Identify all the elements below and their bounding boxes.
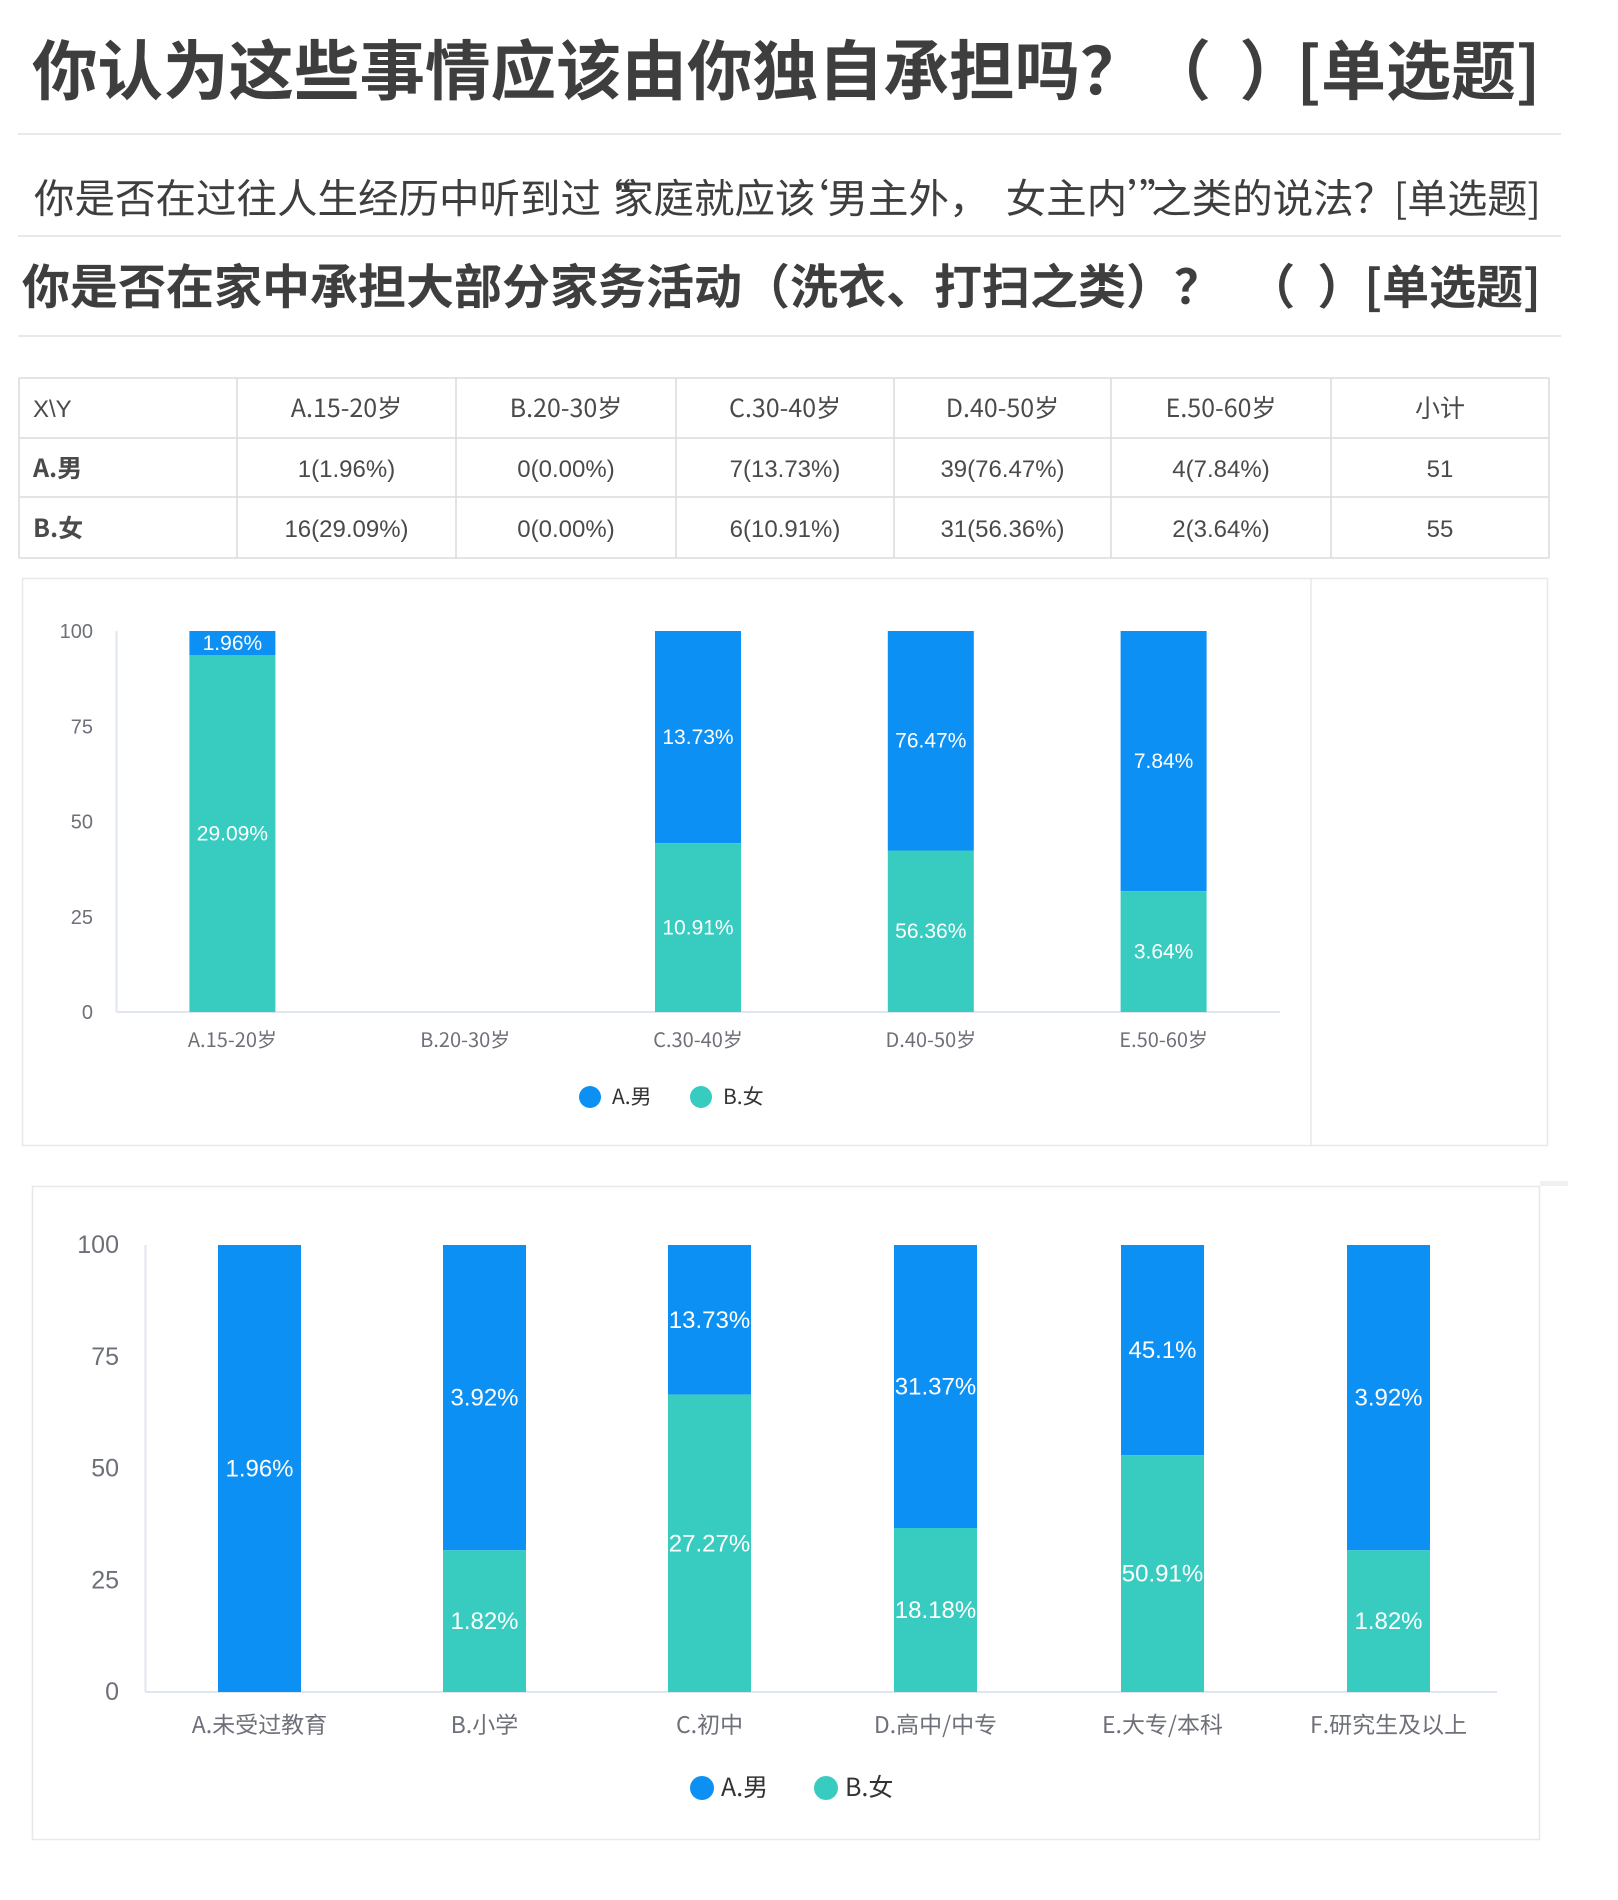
svg-text:45.1%: 45.1%	[1128, 1337, 1196, 1364]
svg-text:1(1.96%): 1(1.96%)	[298, 456, 395, 483]
svg-text:X\Y: X\Y	[33, 396, 72, 423]
svg-text:27.27%: 27.27%	[669, 1530, 750, 1557]
svg-text:18.18%: 18.18%	[895, 1597, 976, 1624]
svg-text:31.37%: 31.37%	[895, 1374, 976, 1401]
svg-text:13.73%: 13.73%	[662, 726, 733, 749]
svg-text:3.64%: 3.64%	[1134, 941, 1194, 964]
svg-text:29.09%: 29.09%	[197, 823, 268, 846]
svg-text:7.84%: 7.84%	[1134, 750, 1194, 773]
svg-text:25: 25	[71, 907, 93, 929]
svg-text:50.91%: 50.91%	[1122, 1561, 1203, 1588]
svg-text:0(0.00%): 0(0.00%)	[517, 456, 614, 483]
svg-text:51: 51	[1427, 456, 1454, 483]
svg-text:16(29.09%): 16(29.09%)	[284, 516, 408, 543]
svg-text:1.82%: 1.82%	[450, 1608, 518, 1635]
svg-text:0: 0	[82, 1002, 93, 1024]
svg-text:1.96%: 1.96%	[203, 632, 263, 655]
svg-text:0(0.00%): 0(0.00%)	[517, 516, 614, 543]
svg-text:1.82%: 1.82%	[1354, 1608, 1422, 1635]
svg-text:50: 50	[71, 812, 93, 834]
svg-text:0: 0	[105, 1678, 119, 1706]
svg-text:100: 100	[77, 1231, 119, 1259]
svg-text:56.36%: 56.36%	[895, 920, 966, 943]
svg-text:13.73%: 13.73%	[669, 1307, 750, 1334]
svg-text:25: 25	[91, 1566, 119, 1594]
svg-text:10.91%: 10.91%	[662, 917, 733, 940]
svg-text:4(7.84%): 4(7.84%)	[1172, 456, 1269, 483]
svg-text:55: 55	[1427, 516, 1454, 543]
svg-text:76.47%: 76.47%	[895, 730, 966, 753]
svg-text:100: 100	[60, 621, 93, 643]
svg-text:31(56.36%): 31(56.36%)	[940, 516, 1064, 543]
svg-text:1.96%: 1.96%	[225, 1456, 293, 1483]
svg-text:75: 75	[91, 1343, 119, 1371]
svg-text:50: 50	[91, 1455, 119, 1483]
svg-text:75: 75	[71, 716, 93, 738]
svg-text:3.92%: 3.92%	[450, 1385, 518, 1412]
svg-text:7(13.73%): 7(13.73%)	[730, 456, 841, 483]
svg-text:3.92%: 3.92%	[1354, 1385, 1422, 1412]
svg-text:2(3.64%): 2(3.64%)	[1172, 516, 1269, 543]
svg-text:39(76.47%): 39(76.47%)	[940, 456, 1064, 483]
svg-text:6(10.91%): 6(10.91%)	[730, 516, 841, 543]
